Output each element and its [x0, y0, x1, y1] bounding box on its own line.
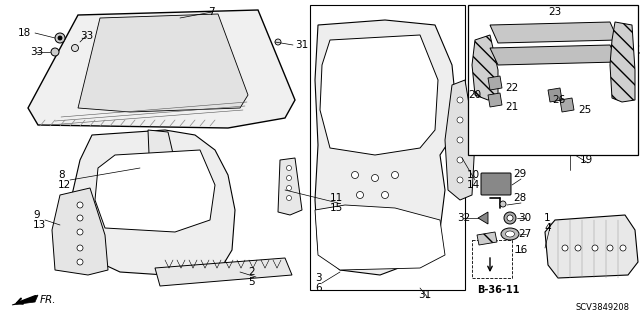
- Text: 33: 33: [30, 47, 44, 57]
- Polygon shape: [155, 258, 292, 286]
- Ellipse shape: [501, 228, 519, 240]
- Circle shape: [287, 175, 291, 181]
- Text: 33: 33: [80, 31, 93, 41]
- Polygon shape: [95, 150, 215, 232]
- Circle shape: [500, 201, 506, 207]
- Polygon shape: [477, 232, 497, 245]
- Text: 26: 26: [552, 95, 565, 105]
- Circle shape: [356, 191, 364, 198]
- Text: 13: 13: [33, 220, 46, 230]
- Bar: [310, 5, 465, 290]
- FancyBboxPatch shape: [481, 173, 511, 195]
- Polygon shape: [548, 88, 562, 102]
- Text: 19: 19: [580, 155, 593, 165]
- Circle shape: [507, 215, 513, 221]
- Circle shape: [607, 245, 613, 251]
- Circle shape: [287, 166, 291, 170]
- Text: 20: 20: [468, 90, 481, 100]
- Text: 12: 12: [58, 180, 71, 190]
- Polygon shape: [490, 22, 618, 43]
- Circle shape: [55, 33, 65, 43]
- Circle shape: [77, 229, 83, 235]
- Circle shape: [392, 172, 399, 179]
- Text: B-36-11: B-36-11: [477, 285, 520, 295]
- Circle shape: [457, 157, 463, 163]
- Circle shape: [620, 245, 626, 251]
- Circle shape: [457, 177, 463, 183]
- Text: 3: 3: [315, 273, 322, 283]
- Circle shape: [77, 202, 83, 208]
- Text: 8: 8: [58, 170, 65, 180]
- Text: 11: 11: [330, 193, 343, 203]
- Polygon shape: [315, 205, 445, 270]
- Text: 2: 2: [248, 267, 255, 277]
- Circle shape: [287, 186, 291, 190]
- Circle shape: [275, 39, 281, 45]
- Text: 21: 21: [505, 102, 518, 112]
- Circle shape: [381, 191, 388, 198]
- Polygon shape: [445, 80, 475, 200]
- Bar: [472, 240, 512, 278]
- Circle shape: [457, 137, 463, 143]
- Polygon shape: [488, 76, 502, 90]
- Text: 22: 22: [505, 83, 518, 93]
- Text: 16: 16: [515, 245, 528, 255]
- Text: 27: 27: [518, 229, 531, 239]
- Text: 10: 10: [467, 170, 480, 180]
- Polygon shape: [478, 212, 488, 224]
- Polygon shape: [545, 215, 638, 278]
- Text: 31: 31: [295, 40, 308, 50]
- Circle shape: [287, 196, 291, 201]
- Circle shape: [77, 245, 83, 251]
- Polygon shape: [52, 188, 108, 275]
- Polygon shape: [278, 158, 302, 215]
- Polygon shape: [78, 14, 248, 112]
- Polygon shape: [488, 93, 502, 107]
- Text: 30: 30: [518, 213, 531, 223]
- Polygon shape: [560, 98, 574, 112]
- Text: 5: 5: [248, 277, 255, 287]
- Text: 24: 24: [638, 45, 640, 55]
- Polygon shape: [148, 130, 178, 180]
- Polygon shape: [28, 10, 295, 128]
- Text: 32: 32: [457, 213, 470, 223]
- Text: 7: 7: [208, 7, 214, 17]
- Bar: [468, 5, 638, 155]
- Text: 1: 1: [544, 213, 550, 223]
- Circle shape: [504, 212, 516, 224]
- Circle shape: [562, 245, 568, 251]
- Text: 14: 14: [467, 180, 480, 190]
- Circle shape: [575, 245, 581, 251]
- Text: 18: 18: [18, 28, 31, 38]
- Text: 28: 28: [513, 193, 526, 203]
- Circle shape: [51, 48, 59, 56]
- Circle shape: [77, 215, 83, 221]
- Text: 25: 25: [578, 105, 591, 115]
- Polygon shape: [610, 22, 635, 102]
- Polygon shape: [472, 35, 498, 100]
- Text: 6: 6: [315, 283, 322, 293]
- Text: 31: 31: [418, 290, 431, 300]
- Circle shape: [72, 44, 79, 51]
- Text: 29: 29: [513, 169, 526, 179]
- Circle shape: [77, 259, 83, 265]
- Circle shape: [457, 97, 463, 103]
- Polygon shape: [320, 35, 438, 155]
- Circle shape: [351, 172, 358, 179]
- Text: SCV3849208: SCV3849208: [576, 303, 630, 312]
- Polygon shape: [315, 20, 455, 275]
- Text: 15: 15: [330, 203, 343, 213]
- Text: 4: 4: [544, 223, 550, 233]
- Circle shape: [457, 117, 463, 123]
- Ellipse shape: [506, 231, 515, 237]
- Text: 9: 9: [33, 210, 40, 220]
- Polygon shape: [12, 295, 38, 305]
- Circle shape: [371, 174, 378, 182]
- Circle shape: [58, 36, 62, 40]
- Polygon shape: [72, 130, 235, 275]
- Polygon shape: [490, 45, 618, 65]
- Text: FR.: FR.: [40, 295, 56, 305]
- Circle shape: [592, 245, 598, 251]
- Text: 23: 23: [548, 7, 561, 17]
